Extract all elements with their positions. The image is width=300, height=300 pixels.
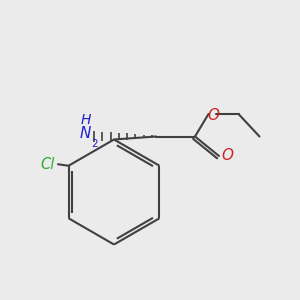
Text: H: H [80,113,91,127]
Text: 2: 2 [91,139,98,149]
Text: O: O [221,148,233,163]
Text: N: N [80,126,91,141]
Text: Cl: Cl [40,157,55,172]
Text: O: O [207,108,219,123]
